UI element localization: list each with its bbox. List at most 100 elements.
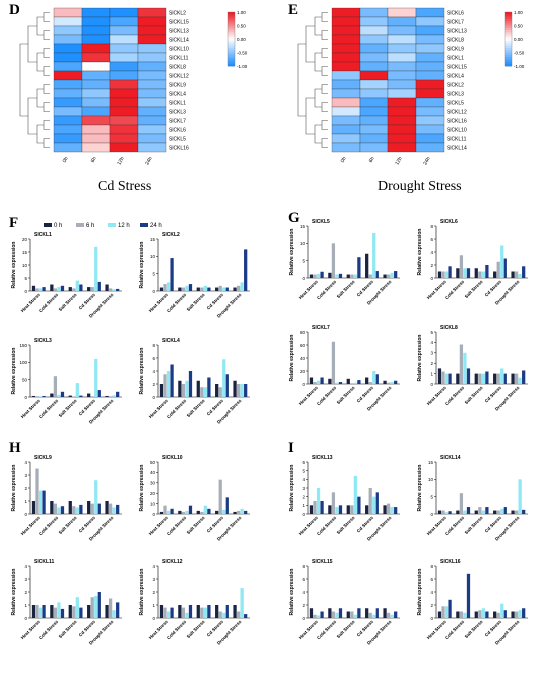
heatmap-cell	[359, 16, 389, 27]
bar	[485, 611, 489, 618]
heatmap-cell	[137, 115, 167, 126]
bar	[444, 606, 449, 618]
bar	[500, 603, 504, 618]
bar	[309, 274, 314, 278]
bar	[112, 507, 116, 514]
bar	[60, 285, 65, 291]
y-tick-label: 2	[24, 590, 27, 595]
heatmap-cell	[387, 115, 417, 126]
y-tick-label: 4	[24, 460, 27, 465]
bar	[353, 475, 357, 514]
bar	[233, 287, 237, 291]
bar	[390, 272, 394, 278]
bar	[185, 285, 189, 291]
legend-swatch	[108, 223, 116, 227]
y-tick-label: 0	[430, 276, 433, 281]
bar	[108, 396, 113, 397]
color-scale-step	[505, 32, 512, 35]
bar	[386, 274, 391, 278]
y-tick-label: 0	[152, 289, 155, 294]
bar-chart-title: SlCKL11	[34, 559, 55, 565]
heatmap-cell	[387, 70, 417, 81]
bar	[60, 506, 65, 514]
heatmap-row-label: SlCKL6	[169, 127, 186, 133]
bar	[50, 393, 54, 397]
bar	[185, 612, 189, 618]
bar	[493, 271, 497, 278]
x-category-label: Salt Stress	[58, 292, 78, 312]
x-category-label: Salt Stress	[464, 279, 484, 299]
bar	[316, 615, 321, 618]
heatmap-cell	[53, 52, 83, 63]
bar	[522, 370, 526, 384]
x-category-label: Cd Stress	[484, 279, 503, 298]
bar	[496, 612, 500, 618]
heatmap-cell	[331, 106, 361, 117]
bar	[112, 395, 116, 397]
bar	[459, 493, 464, 514]
bar	[481, 510, 485, 514]
y-tick-label: 4	[302, 590, 305, 595]
bar	[316, 488, 321, 514]
heatmap-cell	[109, 115, 139, 126]
bar-chart-ylabel: Relative expression	[11, 242, 17, 289]
bar	[383, 608, 387, 618]
bar	[222, 612, 226, 618]
heatmap-column-label: 24h	[144, 156, 153, 166]
y-tick-label: 0	[430, 512, 433, 517]
color-scale-step	[228, 14, 235, 17]
y-tick-label: 0	[152, 512, 155, 517]
heatmap-cell	[109, 142, 139, 153]
bar-chart-title: SlCKL10	[162, 455, 183, 461]
y-tick-label: 2	[152, 590, 155, 595]
y-tick-label: 0	[24, 512, 27, 517]
dendrogram-branch	[314, 52, 322, 72]
bar	[346, 611, 350, 618]
bar	[514, 611, 519, 618]
x-category-label: Cold Stress	[38, 515, 60, 537]
heatmap-cell	[81, 7, 111, 18]
bar	[178, 510, 182, 514]
bar	[218, 479, 222, 514]
bar	[478, 507, 482, 514]
color-scale-step	[505, 41, 512, 44]
bar	[38, 490, 43, 514]
bar	[338, 273, 343, 278]
bar	[94, 246, 98, 291]
heatmap-cell	[415, 106, 445, 117]
bar	[185, 510, 189, 514]
dendrogram-branch	[305, 97, 315, 135]
heatmap-cell	[387, 43, 417, 54]
heatmap-cell	[81, 25, 111, 36]
color-scale-step	[228, 27, 235, 31]
bar	[331, 492, 336, 514]
bar	[503, 258, 507, 278]
bar	[441, 510, 445, 514]
color-scale-step	[505, 61, 512, 65]
bar	[225, 374, 229, 397]
color-scale-step	[228, 23, 235, 26]
bar	[181, 287, 186, 291]
x-category-label: Cd Stress	[356, 619, 375, 638]
y-tick-label: 80	[300, 330, 306, 335]
y-tick-label: 6	[152, 356, 155, 361]
bar	[365, 377, 369, 384]
bar	[79, 504, 83, 514]
y-tick-label: 15	[22, 250, 28, 255]
bar	[456, 510, 460, 514]
bar	[79, 395, 83, 397]
y-tick-label: 3	[152, 577, 155, 582]
color-scale-step	[228, 41, 235, 44]
color-scale-step	[505, 59, 512, 62]
heatmap-cell	[359, 52, 389, 63]
bar	[456, 268, 460, 278]
heatmap-cell	[359, 43, 389, 54]
color-scale-step	[505, 54, 512, 58]
color-scale-step	[228, 63, 235, 67]
heatmap-row-label: SlCKL5	[169, 136, 186, 142]
legend-label: 0 h	[54, 223, 62, 229]
color-scale-step	[505, 27, 512, 31]
color-scale-step	[228, 34, 235, 38]
x-category-label: Cd Stress	[78, 292, 97, 311]
